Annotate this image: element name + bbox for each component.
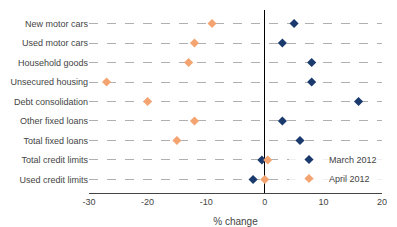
svg-text:% change: % change (213, 216, 258, 227)
svg-text:Debt consolidation: Debt consolidation (14, 97, 88, 107)
svg-text:April 2012: April 2012 (329, 174, 370, 184)
svg-text:-10: -10 (200, 197, 213, 207)
svg-text:-30: -30 (82, 197, 95, 207)
svg-text:0: 0 (262, 197, 267, 207)
svg-text:Total fixed loans: Total fixed loans (23, 136, 88, 146)
svg-text:-20: -20 (141, 197, 154, 207)
svg-text:10: 10 (318, 197, 328, 207)
svg-text:New motor cars: New motor cars (25, 19, 89, 29)
svg-text:Total credit limits: Total credit limits (21, 155, 88, 165)
svg-text:Unsecured housing: Unsecured housing (10, 77, 88, 87)
svg-text:March 2012: March 2012 (329, 155, 377, 165)
svg-text:Used credit limits: Used credit limits (19, 175, 88, 185)
svg-text:Used motor cars: Used motor cars (22, 38, 89, 48)
svg-text:20: 20 (377, 197, 387, 207)
svg-text:Other fixed loans: Other fixed loans (20, 116, 89, 126)
svg-text:Household goods: Household goods (18, 58, 89, 68)
